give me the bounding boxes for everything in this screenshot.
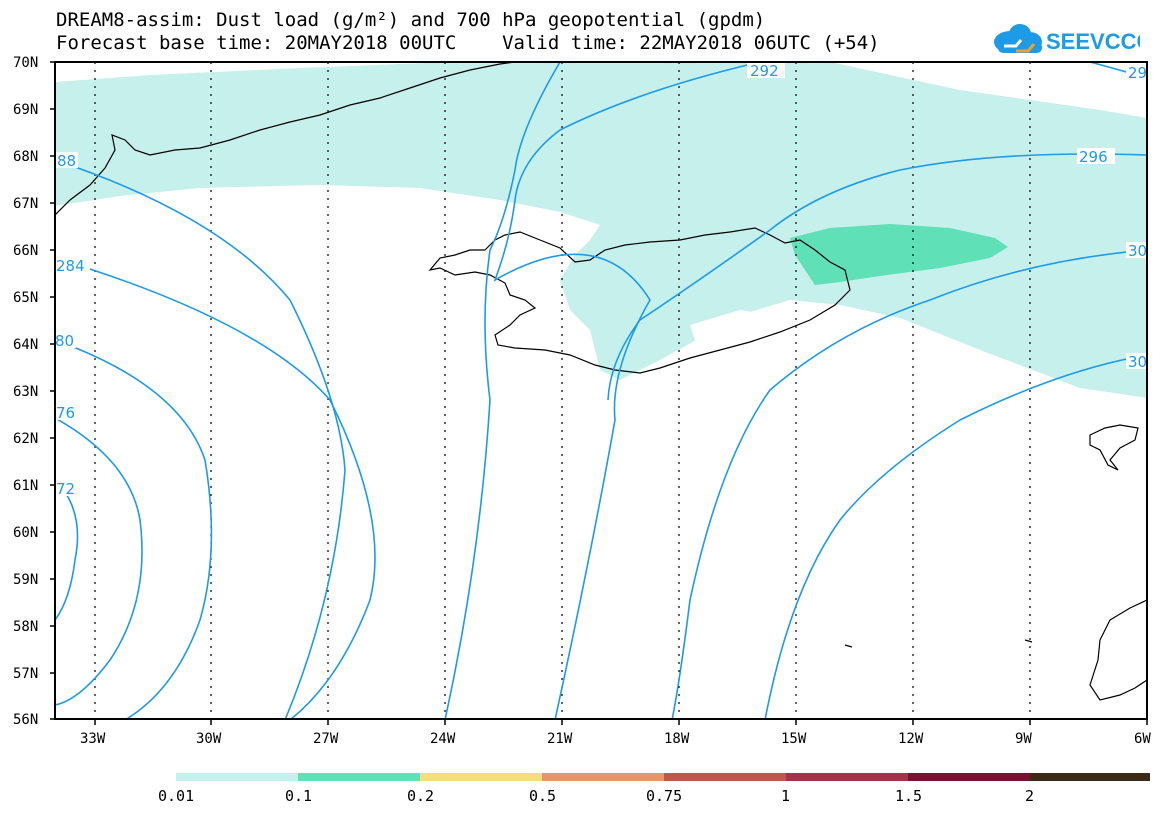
contour-label: 80 <box>55 332 74 350</box>
colorbar-swatch <box>908 773 1030 781</box>
colorbar-swatch <box>420 773 542 781</box>
geopotential-contours <box>55 62 1147 719</box>
colorbar-label: 0.2 <box>407 787 434 805</box>
lon-label: 18W <box>664 731 690 747</box>
colorbar-swatch <box>176 773 298 781</box>
lon-label: 15W <box>781 731 807 747</box>
scotland-coast <box>1089 599 1147 701</box>
lon-label: 9W <box>1015 731 1032 747</box>
colorbar-label: 2 <box>1025 787 1034 805</box>
lon-label: 12W <box>898 731 924 747</box>
seevccc-logo: SEEVCCC <box>994 24 1140 54</box>
contour-label: 88 <box>57 152 76 170</box>
map-title: DREAM8-assim: Dust load (g/m²) and 700 h… <box>56 9 766 31</box>
contour-label: 296 <box>1079 148 1108 166</box>
latitude-axis <box>50 61 55 720</box>
lat-label: 59N <box>13 572 38 588</box>
contour-label: 29 <box>1128 64 1147 82</box>
lat-label: 65N <box>13 290 38 306</box>
lat-label: 57N <box>13 666 38 682</box>
lat-label: 70N <box>13 55 38 71</box>
colorbar-swatch <box>664 773 786 781</box>
contour-label: 30 <box>1128 353 1147 371</box>
lat-label: 62N <box>13 431 38 447</box>
lon-label: 24W <box>430 731 456 747</box>
cloud-icon <box>994 24 1042 53</box>
faroe-coast <box>1089 424 1139 471</box>
lat-label: 60N <box>13 525 38 541</box>
contour-labels: 292 29 88 296 284 30 80 30 76 72 <box>54 62 1147 498</box>
colorbar-swatch <box>542 773 664 781</box>
lat-label: 63N <box>13 384 38 400</box>
greenland-coast <box>55 62 516 216</box>
longitude-labels: 33W 30W 27W 24W 21W 18W 15W 12W 9W 6W <box>80 731 1151 747</box>
forecast-time-line: Forecast base time: 20MAY2018 00UTC Vali… <box>56 32 880 54</box>
contour-label: 30 <box>1128 242 1147 260</box>
lat-label: 67N <box>13 196 38 212</box>
contour-label: 76 <box>56 404 75 422</box>
lat-label: 56N <box>13 712 38 728</box>
lat-label: 68N <box>13 149 38 165</box>
colorbar-label: 1.5 <box>895 787 922 805</box>
colorbar-label: 0.75 <box>646 787 682 805</box>
lon-label: 30W <box>196 731 222 747</box>
lon-label: 33W <box>80 731 106 747</box>
colorbar-labels: 0.01 0.1 0.2 0.5 0.75 1 1.5 2 <box>158 787 1034 805</box>
lon-label: 6W <box>1134 731 1151 747</box>
contour-label: 292 <box>750 62 779 80</box>
lon-label: 27W <box>313 731 339 747</box>
colorbar-swatch <box>1030 773 1150 781</box>
lat-label: 58N <box>13 619 38 635</box>
colorbar-label: 0.5 <box>529 787 556 805</box>
lat-label: 66N <box>13 243 38 259</box>
colorbar-swatch <box>298 773 420 781</box>
lat-label: 61N <box>13 478 38 494</box>
colorbar-label: 1 <box>781 787 790 805</box>
contour-label: 284 <box>56 257 85 275</box>
lat-label: 69N <box>13 102 38 118</box>
latitude-labels: 70N 69N 68N 67N 66N 65N 64N 63N 62N 61N … <box>13 55 38 728</box>
lon-label: 21W <box>547 731 573 747</box>
logo-text: SEEVCCC <box>1046 29 1140 54</box>
colorbar-label: 0.01 <box>158 787 194 805</box>
longitude-axis <box>94 719 1148 725</box>
contour-label: 72 <box>56 480 75 498</box>
lat-label: 64N <box>13 337 38 353</box>
colorbar-swatch <box>786 773 908 781</box>
dust-area-low <box>55 62 1147 398</box>
colorbar <box>176 773 1150 781</box>
colorbar-label: 0.1 <box>285 787 312 805</box>
